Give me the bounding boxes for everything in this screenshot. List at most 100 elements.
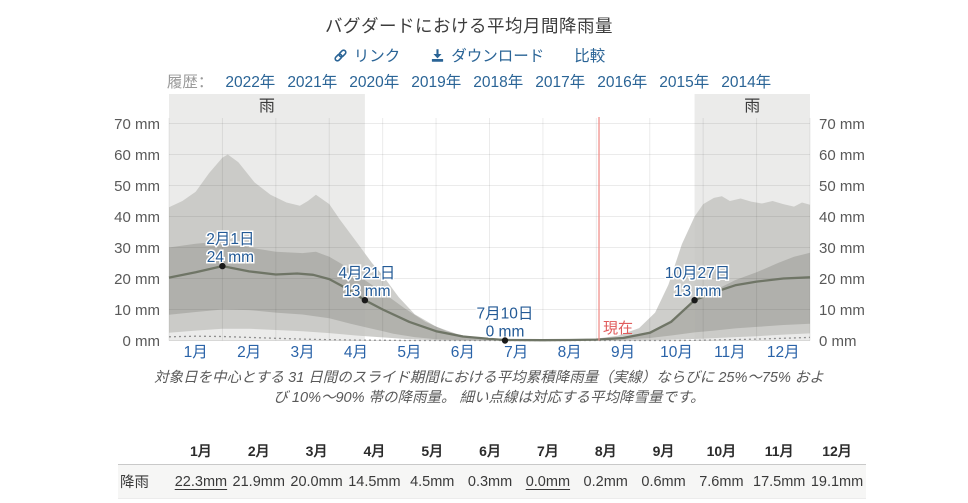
y-axis-label-left: 30 mm	[114, 240, 160, 257]
annotation-date: 4月21日	[338, 265, 395, 282]
rain-season-label: 雨	[259, 98, 275, 115]
table-rain-value: 0.3mm	[467, 473, 513, 490]
rain-table-row: 降雨 22.3mm 21.9mm 20.0mm 14.5mm 4.5mm 0.3mm 0.0m…	[118, 464, 866, 499]
link-button[interactable]: リンク	[333, 44, 401, 66]
page-title: バグダードにおける平均月間降雨量	[325, 16, 613, 36]
table-rain-value: 21.9mm	[232, 473, 285, 490]
history-year-link[interactable]: 2018年	[473, 74, 524, 91]
history-years: 2022年 2021年 2020年 2019年 2018年 2017年 2016年 2015年…	[225, 70, 771, 92]
table-rain-value: 20.0mm	[290, 473, 343, 490]
table-month-header: 8月	[594, 442, 617, 459]
y-axis-label-left: 20 mm	[114, 271, 160, 288]
table-month-header: 7月	[536, 442, 559, 459]
x-axis-month-label: 9月	[611, 344, 635, 361]
annotation-value: 24 mm	[207, 249, 254, 266]
y-axis-label-left: 40 mm	[114, 209, 160, 226]
y-axis-label-right: 10 mm	[819, 302, 865, 319]
y-axis-label-left: 60 mm	[114, 147, 160, 164]
table-month-header: 2月	[247, 442, 270, 459]
y-axis-label-left: 0 mm	[123, 333, 161, 350]
history-year-link[interactable]: 2015年	[659, 74, 710, 91]
table-month-header: 10月	[706, 442, 737, 459]
download-button-label: ダウンロード	[451, 48, 545, 65]
annotation-date: 2月1日	[206, 231, 254, 248]
chart-plot-hover-area[interactable]	[169, 94, 810, 341]
table-rain-value: 22.3mm	[174, 473, 228, 490]
chart-caption-line1: 対象日を中心とする 31 日間のスライド期間における平均累積降雨量（実線）ならび…	[154, 370, 824, 386]
table-rain-value: 0.2mm	[583, 473, 628, 490]
table-rain-value: 7.6mm	[699, 473, 744, 490]
table-month-header: 12月	[822, 442, 852, 459]
y-axis-label-right: 50 mm	[819, 178, 865, 195]
mean-rainfall-line	[168, 264, 811, 342]
link-button-label: リンク	[353, 48, 401, 65]
history-year-link[interactable]: 2021年	[287, 74, 338, 91]
table-month-header: 4月	[363, 442, 386, 459]
rain-table-header: 1月 2月 3月 4月 5月 6月 7月 8月 9月 10月 11月 12月	[118, 437, 866, 464]
download-icon	[432, 48, 444, 62]
y-axis-label-right: 40 mm	[819, 209, 865, 226]
table-rain-value: 0.0mm	[525, 473, 571, 490]
history-year-link[interactable]: 2022年	[225, 74, 276, 91]
annotation-dot	[361, 297, 369, 304]
x-axis-month-label: 2月	[237, 344, 261, 361]
header: バグダードにおける平均月間降雨量 リンク	[0, 0, 938, 92]
x-axis-month-label: 7月	[504, 344, 528, 361]
download-button[interactable]: ダウンロード	[430, 44, 544, 66]
history-year-link[interactable]: 2017年	[535, 74, 586, 91]
annotation-value: 0 mm	[486, 324, 525, 341]
table-month-header: 3月	[305, 442, 328, 459]
compare-button-label: 比較	[574, 48, 606, 65]
table-month-header: 6月	[479, 442, 501, 459]
annotation-value: 13 mm	[674, 283, 721, 300]
now-label: 現在	[603, 320, 633, 337]
x-axis-month-label: 8月	[558, 344, 582, 361]
x-axis-month-label: 11月	[714, 344, 746, 361]
y-axis-label-left: 70 mm	[114, 116, 160, 133]
table-row-label: 降雨	[120, 475, 149, 491]
table-month-header: 1月	[190, 442, 212, 459]
history-label: 履歴：	[166, 74, 214, 91]
table-month-header: 5月	[421, 442, 444, 459]
annotation-value: 13 mm	[343, 283, 390, 300]
x-axis-month-label: 12月	[767, 344, 800, 361]
chart-caption: 対象日を中心とする 31 日間のスライド期間における平均累積降雨量（実線）ならび…	[0, 369, 968, 408]
x-axis-month-label: 10月	[660, 344, 693, 361]
rain-season-label: 雨	[744, 98, 760, 115]
history-year-link[interactable]: 2016年	[597, 74, 648, 91]
history-year-link[interactable]: 2014年	[721, 74, 772, 91]
annotation-date: 10月27日	[665, 265, 730, 282]
y-axis-label-left: 10 mm	[114, 302, 160, 319]
x-axis-month-label: 4月	[344, 344, 368, 361]
annotation-dot	[691, 297, 698, 304]
annotation-dot	[219, 262, 226, 270]
snow-line	[168, 335, 811, 342]
table-rain-value: 0.6mm	[641, 473, 686, 490]
annotation-date: 7月10日	[477, 306, 534, 323]
chart-caption-line2: び 10%～90% 帯の降雨量。 細い点線は対応する平均降雪量です。	[273, 389, 705, 406]
history-year-link[interactable]: 2019年	[411, 74, 462, 91]
table-month-header: 9月	[652, 442, 675, 459]
y-axis-label-right: 30 mm	[819, 240, 865, 257]
compare-button[interactable]: 比較	[574, 44, 605, 66]
x-axis-month-label: 3月	[290, 344, 314, 361]
x-axis-month-label: 1月	[184, 344, 208, 361]
monthly-rain-table: 1月 2月 3月 4月 5月 6月 7月 8月 9月 10月 11月 12月 降雨 22.3mm 21.9…	[118, 437, 866, 499]
band-25-75	[169, 241, 810, 341]
y-axis-label-right: 60 mm	[819, 147, 865, 164]
history-year-link[interactable]: 2020年	[349, 74, 400, 91]
table-month-header: 11月	[764, 442, 794, 459]
x-axis-month-label: 5月	[397, 344, 421, 361]
table-rain-value: 19.1mm	[810, 473, 864, 490]
table-rain-value: 17.5mm	[753, 473, 806, 490]
table-rain-value: 14.5mm	[348, 473, 401, 490]
precipitation-chart[interactable]: 雨 雨現在 0 mm 0 mm 10 mm 10 mm 20 mm 20 mm 30 mm 30 …	[0, 85, 968, 373]
y-axis-label-right: 0 mm	[819, 333, 857, 350]
y-axis-label-right: 70 mm	[819, 116, 865, 133]
y-axis-label-left: 50 mm	[114, 178, 160, 195]
toolbar: リンク ダウンロード 比較	[0, 44, 938, 66]
annotation-dot	[501, 337, 509, 344]
table-rain-value: 4.5mm	[410, 473, 455, 490]
link-icon	[334, 48, 347, 62]
